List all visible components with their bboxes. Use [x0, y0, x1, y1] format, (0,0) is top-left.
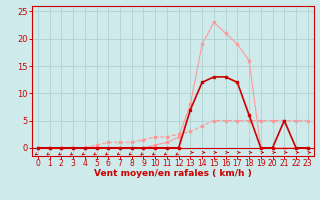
X-axis label: Vent moyen/en rafales ( km/h ): Vent moyen/en rafales ( km/h ) — [94, 169, 252, 178]
